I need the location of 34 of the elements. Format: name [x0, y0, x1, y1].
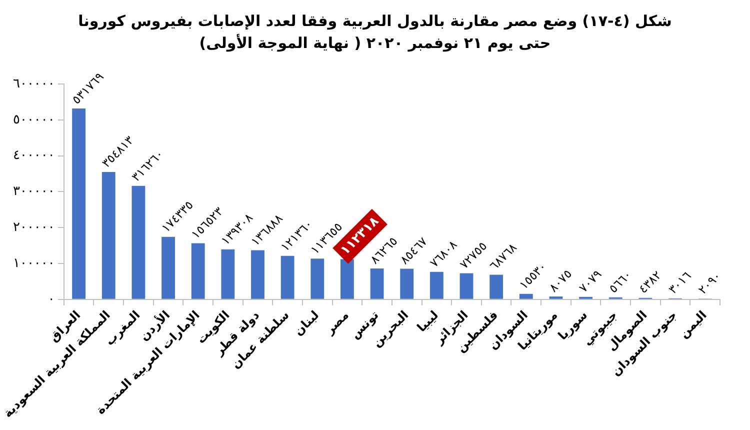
y-tick-label: ٤٠٠٠٠٠ — [12, 148, 55, 164]
y-tick-label: ٢٠٠٠٠٠ — [12, 220, 55, 235]
data-label: ٤٣٨٢ — [636, 268, 664, 296]
bar — [370, 268, 384, 299]
bar — [132, 186, 146, 299]
data-label: ٧٠٧٩ — [576, 267, 604, 296]
y-tick-label: ٥٠٠٠٠٠ — [12, 112, 55, 128]
bar — [72, 108, 86, 299]
y-tick-label: ٣٠٠٠٠٠ — [12, 184, 55, 200]
y-tick-label: ١٠٠٠٠٠ — [12, 256, 55, 271]
x-tick-label: مصر — [322, 308, 352, 338]
bar — [191, 243, 205, 299]
bar — [310, 258, 324, 299]
bar — [400, 268, 414, 299]
bar — [340, 259, 354, 299]
bar — [162, 236, 175, 299]
x-tick-label: ليبيا — [414, 308, 442, 335]
bar — [460, 273, 474, 299]
bar — [430, 272, 444, 299]
data-label: ٥٣١٧٦٩ — [69, 70, 106, 107]
chart-title: شكل (٤-١٧) وضع مصر مقارنة بالدول العربية وفقا لعدد الإصابات بفيروس كورونا حتى يوم ٢١ نوفمبر ٢٠٢٠ ( نهاية الموجة الأولى) — [77, 11, 673, 54]
bar — [280, 256, 294, 299]
data-label: ٢٠٩٠ — [696, 268, 724, 297]
data-label: ٥٦٦٠ — [606, 268, 634, 296]
x-tick-label: اليمن — [676, 308, 710, 341]
bar — [102, 172, 116, 299]
bar — [251, 250, 264, 299]
bar — [519, 294, 533, 299]
bar — [490, 274, 504, 299]
y-tick-label: ٠ — [48, 292, 55, 307]
bar — [221, 249, 235, 299]
x-tick-label: لبنان — [291, 308, 322, 338]
data-label: ٣٠١٦ — [666, 268, 694, 297]
y-tick-label: ٦٠٠٠٠٠ — [12, 76, 55, 92]
